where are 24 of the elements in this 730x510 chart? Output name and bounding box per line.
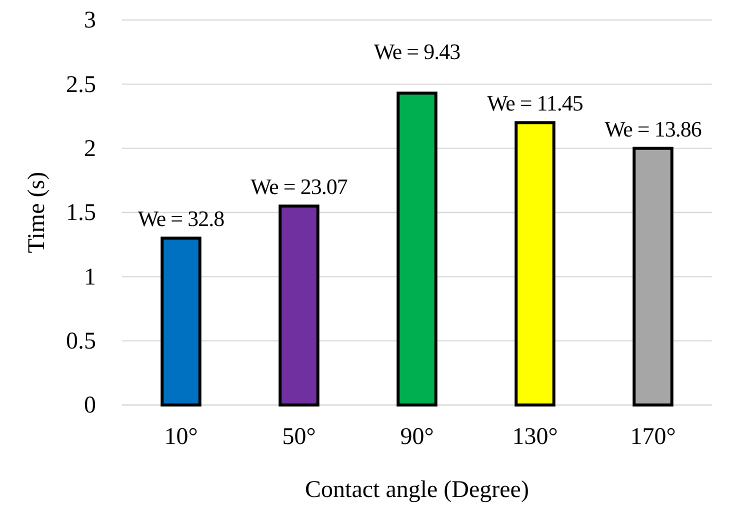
bar [160,236,202,406]
bar [396,92,438,406]
annotation: We = 23.07 [250,174,348,200]
y-axis-title: Time (s) [24,172,50,254]
bar [632,146,674,406]
x-tick-label: 50° [282,424,316,450]
y-tick-label: 0 [84,392,96,419]
x-tick-label: 130° [512,424,558,450]
y-tick-label: 0.5 [66,328,96,355]
y-tick-label: 2.5 [66,72,96,98]
x-axis-title: Contact angle (Degree) [305,477,529,503]
y-tick-label: 1.5 [66,200,96,226]
x-tick-label: 170° [630,424,676,450]
annotation: We = 13.86 [604,116,702,142]
y-tick-label: 3 [84,8,96,34]
x-tick-label: 10° [164,424,198,450]
bar [514,121,556,406]
annotation: We = 9.43 [374,39,461,64]
y-tick-label: 1 [84,264,96,290]
annotation: We = 11.45 [487,90,584,116]
y-tick-label: 2 [84,136,96,162]
annotation: We = 32.8 [138,206,225,232]
x-tick-label: 90° [400,424,434,450]
bar [278,204,320,406]
